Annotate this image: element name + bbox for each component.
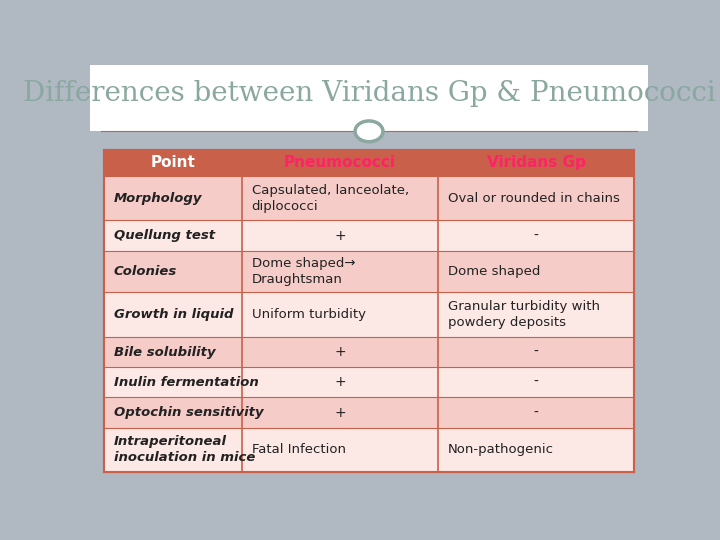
FancyBboxPatch shape: [104, 220, 634, 251]
Text: -: -: [534, 228, 539, 242]
Text: Optochin sensitivity: Optochin sensitivity: [114, 406, 264, 419]
Text: Viridans Gp: Viridans Gp: [487, 156, 585, 171]
FancyBboxPatch shape: [104, 150, 634, 176]
Text: Growth in liquid: Growth in liquid: [114, 308, 233, 321]
Text: -: -: [534, 375, 539, 389]
Text: +: +: [334, 228, 346, 242]
Text: Dome shaped→
Draughtsman: Dome shaped→ Draughtsman: [251, 257, 355, 286]
FancyBboxPatch shape: [104, 337, 634, 367]
Text: Colonies: Colonies: [114, 265, 177, 278]
FancyBboxPatch shape: [104, 397, 634, 428]
Text: Granular turbidity with
powdery deposits: Granular turbidity with powdery deposits: [448, 300, 600, 329]
Text: Morphology: Morphology: [114, 192, 202, 205]
Text: Differences between Viridans Gp & Pneumococci: Differences between Viridans Gp & Pneumo…: [22, 80, 716, 107]
Text: +: +: [334, 406, 346, 420]
FancyBboxPatch shape: [104, 292, 634, 337]
Text: +: +: [334, 375, 346, 389]
Text: -: -: [534, 345, 539, 359]
FancyBboxPatch shape: [104, 251, 634, 292]
Text: Point: Point: [150, 156, 195, 171]
Text: Intraperitoneal
inoculation in mice: Intraperitoneal inoculation in mice: [114, 435, 255, 464]
Text: Bile solubility: Bile solubility: [114, 346, 215, 359]
FancyBboxPatch shape: [104, 150, 634, 472]
Text: Dome shaped: Dome shaped: [448, 265, 540, 278]
FancyBboxPatch shape: [90, 65, 648, 131]
Circle shape: [355, 121, 383, 141]
Text: Oval or rounded in chains: Oval or rounded in chains: [448, 192, 620, 205]
Text: Uniform turbidity: Uniform turbidity: [251, 308, 366, 321]
Text: Non-pathogenic: Non-pathogenic: [448, 443, 554, 456]
Text: Capsulated, lanceolate,
diplococci: Capsulated, lanceolate, diplococci: [251, 184, 409, 213]
FancyBboxPatch shape: [104, 428, 634, 472]
Text: -: -: [534, 406, 539, 420]
Text: Pneumococci: Pneumococci: [284, 156, 396, 171]
FancyBboxPatch shape: [104, 367, 634, 397]
Text: Fatal Infection: Fatal Infection: [251, 443, 346, 456]
Text: +: +: [334, 345, 346, 359]
Text: Inulin fermentation: Inulin fermentation: [114, 376, 258, 389]
Text: Quellung test: Quellung test: [114, 229, 215, 242]
FancyBboxPatch shape: [104, 176, 634, 220]
